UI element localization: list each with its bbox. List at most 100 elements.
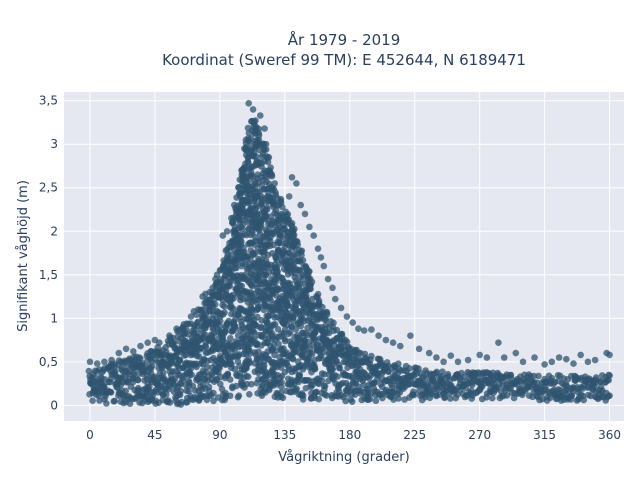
data-point (489, 394, 496, 402)
data-point (193, 319, 201, 327)
data-point (245, 100, 252, 107)
data-point (242, 136, 250, 144)
data-point (231, 322, 239, 330)
data-point (320, 262, 328, 270)
data-point (311, 335, 319, 343)
data-point (415, 345, 423, 353)
data-point (231, 201, 238, 209)
data-point (252, 153, 260, 160)
data-point (317, 354, 325, 362)
data-point (510, 394, 518, 402)
x-tick-label: 90 (212, 428, 227, 442)
data-point (255, 348, 262, 356)
data-point (176, 391, 184, 399)
data-point (209, 284, 216, 292)
data-point (293, 238, 301, 245)
data-point (279, 203, 286, 211)
data-point (568, 384, 576, 392)
data-point (483, 394, 490, 401)
data-point (577, 351, 584, 359)
data-point (226, 376, 234, 383)
data-point (462, 384, 470, 392)
y-tick-label: 1,5 (39, 268, 58, 282)
data-point (292, 326, 300, 333)
data-point (120, 399, 127, 407)
data-point (221, 309, 228, 316)
data-point (299, 257, 307, 264)
data-point (500, 354, 508, 361)
data-point (422, 367, 429, 374)
data-point (107, 375, 115, 383)
data-point (300, 348, 308, 355)
data-point (584, 358, 592, 366)
data-point (296, 267, 303, 274)
data-point (360, 327, 368, 334)
data-point (267, 164, 274, 171)
data-point (407, 332, 414, 340)
data-point (151, 336, 159, 344)
y-tick-label: 0 (50, 398, 58, 412)
data-point (311, 362, 318, 369)
data-point (205, 383, 213, 391)
data-point (512, 349, 520, 357)
data-point (382, 336, 390, 344)
data-point (375, 332, 382, 340)
data-point (235, 392, 243, 400)
data-point (103, 400, 110, 407)
data-point (395, 395, 402, 402)
data-point (281, 335, 288, 343)
data-point (277, 197, 284, 205)
data-point (410, 391, 418, 399)
data-point (254, 301, 262, 308)
data-point (194, 306, 202, 313)
data-point (263, 206, 271, 213)
data-point (591, 356, 599, 364)
y-axis-ticks: 0 0,5 1 1,5 2 2,5 3 3,5 (39, 94, 58, 413)
data-point (447, 352, 455, 360)
data-point (187, 365, 194, 373)
data-point (584, 384, 591, 391)
x-tick-label: 45 (147, 428, 162, 442)
data-point (263, 370, 270, 378)
data-point (570, 360, 577, 367)
data-point (563, 355, 570, 363)
data-point (308, 278, 316, 286)
data-point (268, 171, 276, 178)
data-point (224, 320, 232, 328)
data-point (319, 303, 326, 311)
data-point (318, 377, 326, 384)
data-point (531, 354, 538, 361)
data-point (385, 367, 393, 375)
data-point (231, 365, 239, 373)
data-point (302, 384, 310, 392)
data-point (160, 369, 167, 376)
data-point (323, 392, 330, 399)
data-point (261, 125, 268, 132)
data-point (406, 365, 413, 372)
data-point (425, 349, 433, 357)
data-point (271, 321, 279, 328)
data-point (278, 389, 285, 397)
data-point (217, 293, 225, 301)
data-point (227, 334, 234, 342)
x-tick-label: 360 (598, 428, 621, 442)
data-point (579, 392, 587, 400)
data-point (275, 340, 282, 348)
data-point (523, 377, 531, 385)
x-tick-label: 225 (403, 428, 426, 442)
data-point (257, 224, 264, 231)
data-point (180, 321, 188, 328)
data-point (122, 345, 130, 353)
data-point (235, 184, 242, 191)
data-point (100, 382, 108, 390)
data-point (323, 311, 331, 318)
data-point (226, 282, 234, 290)
data-point (296, 372, 304, 380)
data-point (301, 210, 309, 218)
data-point (230, 294, 237, 302)
data-point (286, 329, 294, 336)
data-point (368, 326, 375, 333)
data-point (304, 377, 312, 384)
data-point (343, 313, 351, 320)
data-point (433, 354, 440, 361)
